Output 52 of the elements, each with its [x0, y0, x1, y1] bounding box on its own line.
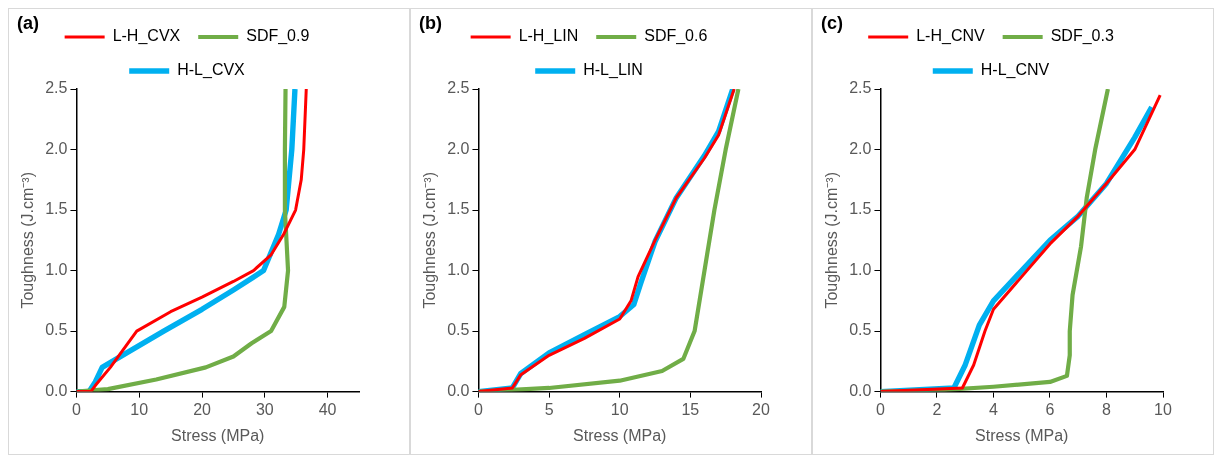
- y-tick-label: 0.0: [849, 382, 872, 400]
- x-tick-label: 0: [875, 400, 885, 418]
- legend-label: L-H_CVX: [112, 27, 181, 46]
- y-tick-label: 1.0: [45, 260, 68, 278]
- x-tick-label: 20: [752, 400, 770, 418]
- legend-label: SDF_0.6: [644, 27, 708, 46]
- legend-label: H-L_LIN: [583, 61, 643, 80]
- chart-title: (a): [17, 13, 39, 34]
- y-tick-label: 2.5: [45, 79, 68, 97]
- x-tick-label: 40: [318, 400, 337, 418]
- x-tick-label: 0: [71, 400, 81, 418]
- y-tick-label: 0.5: [45, 321, 68, 339]
- y-tick-label: 2.0: [849, 139, 872, 157]
- y-tick-label: 0.0: [447, 382, 470, 400]
- legend-label: H-L_CVX: [177, 61, 246, 80]
- chart-title: (b): [419, 13, 442, 34]
- y-axis-title: Toughness (J.cm⁻³): [823, 172, 841, 309]
- x-axis-title: Stress (MPa): [975, 426, 1069, 444]
- x-tick-label: 6: [1045, 400, 1055, 418]
- y-axis-title: Toughness (J.cm⁻³): [421, 172, 439, 309]
- legend-label: SDF_0.3: [1050, 27, 1114, 46]
- y-axis-title: Toughness (J.cm⁻³): [19, 172, 37, 309]
- y-tick-label: 2.5: [849, 79, 872, 97]
- y-tick-label: 2.0: [45, 139, 68, 157]
- x-tick-label: 15: [681, 400, 700, 418]
- legend-label: H-L_CNV: [980, 61, 1050, 80]
- y-tick-label: 1.5: [849, 200, 872, 218]
- legend-label: L-H_CNV: [916, 27, 985, 46]
- x-axis-title: Stress (MPa): [171, 426, 265, 444]
- x-tick-label: 2: [932, 400, 942, 418]
- y-tick-label: 1.0: [849, 260, 872, 278]
- x-tick-label: 5: [544, 400, 554, 418]
- x-tick-label: 0: [473, 400, 483, 418]
- x-tick-label: 8: [1102, 400, 1112, 418]
- x-tick-label: 20: [193, 400, 212, 418]
- x-tick-label: 10: [130, 400, 149, 418]
- x-tick-label: 10: [1154, 400, 1172, 418]
- x-axis-title: Stress (MPa): [573, 426, 667, 444]
- y-tick-label: 0.0: [45, 382, 68, 400]
- x-tick-label: 4: [989, 400, 999, 418]
- chart-title: (c): [821, 13, 843, 34]
- y-tick-label: 1.0: [447, 260, 470, 278]
- x-tick-label: 30: [255, 400, 274, 418]
- y-tick-label: 0.5: [849, 321, 872, 339]
- legend-label: L-H_LIN: [518, 27, 579, 46]
- legend-label: SDF_0.9: [246, 27, 310, 46]
- y-tick-label: 1.5: [45, 200, 68, 218]
- y-tick-label: 2.0: [447, 139, 470, 157]
- y-tick-label: 0.5: [447, 321, 470, 339]
- x-tick-label: 10: [610, 400, 629, 418]
- y-tick-label: 1.5: [447, 200, 470, 218]
- y-tick-label: 2.5: [447, 79, 470, 97]
